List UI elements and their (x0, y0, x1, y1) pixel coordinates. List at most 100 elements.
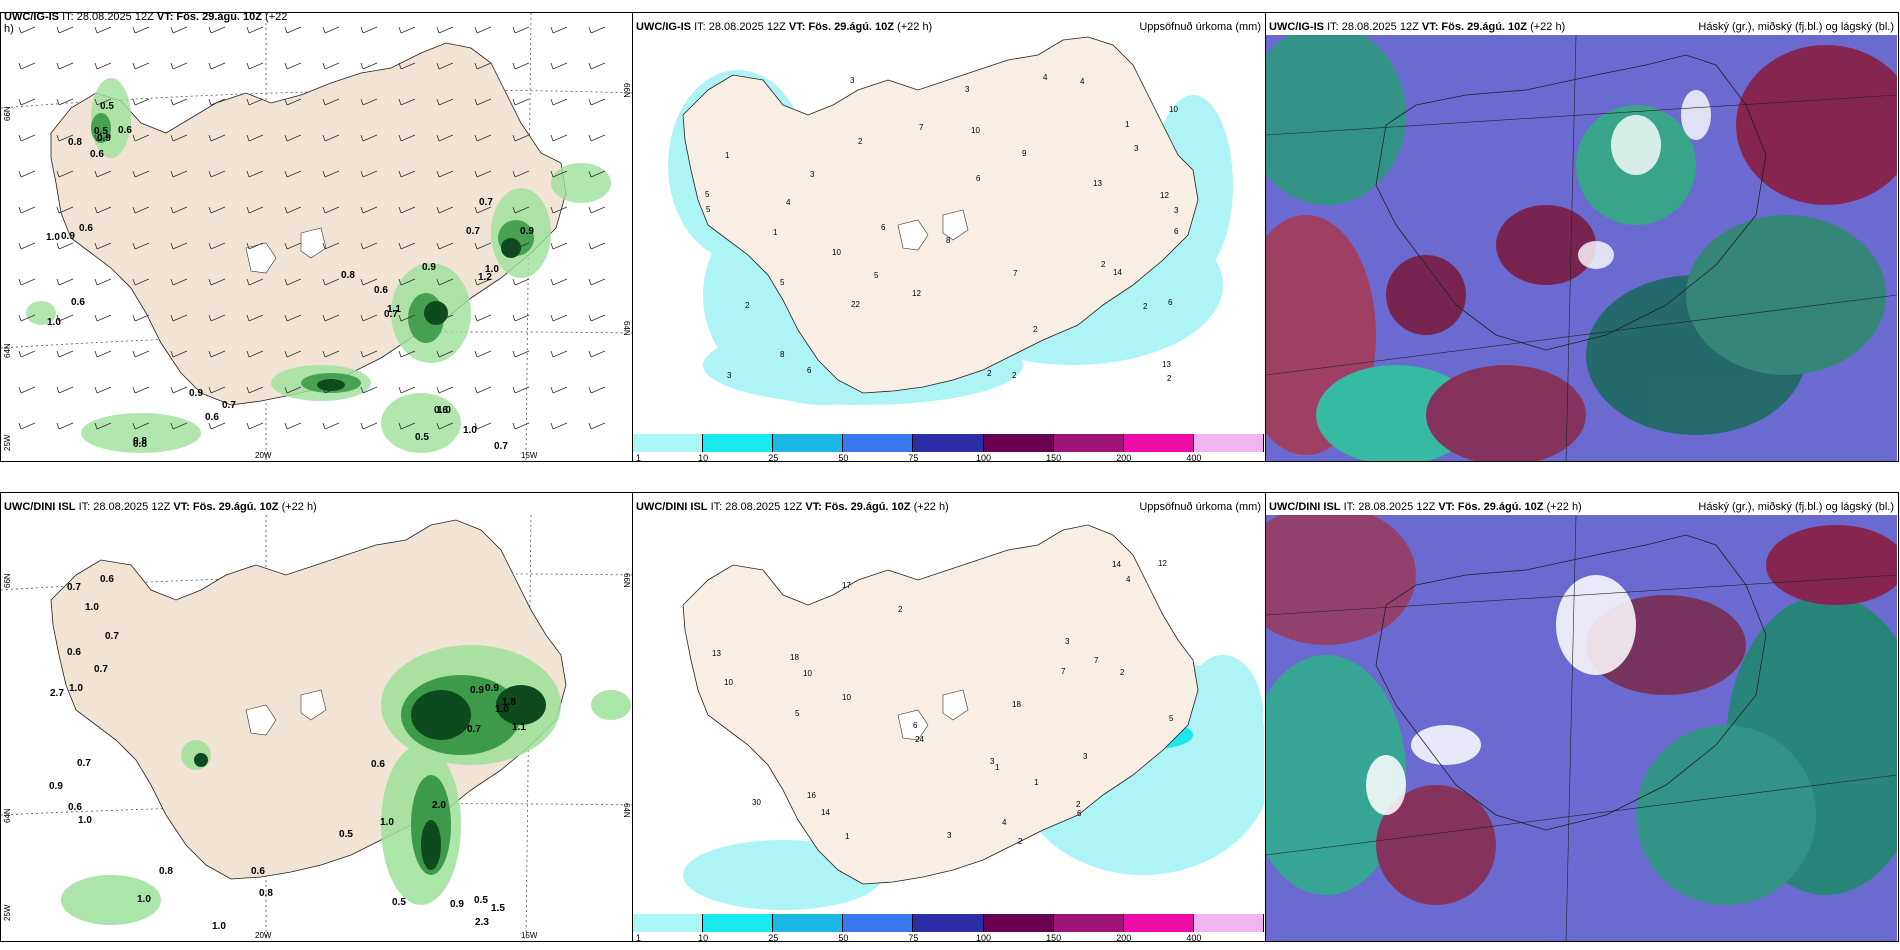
wind-barb (94, 98, 112, 106)
panel-top-right: UWC/IG-IS IT: 28.08.2025 12Z VT: Fös. 29… (1266, 12, 1899, 462)
wind-barb (56, 26, 74, 34)
wind-barb (550, 62, 568, 70)
wind-barb (360, 386, 378, 394)
precip-total-label: 3 (810, 170, 815, 179)
wind-barb (360, 134, 378, 142)
precip-total-label: 3 (727, 371, 732, 380)
precip-total-label: 3 (1083, 752, 1088, 761)
cloud-cover-map (1266, 515, 1897, 941)
precip-value-label: 1.0 (437, 405, 451, 416)
wind-barb (512, 278, 530, 286)
wind-barb (322, 278, 340, 286)
panel-header: UWC/IG-IS IT: 28.08.2025 12Z VT: Fös. 29… (1269, 21, 1566, 33)
colorbar-cell (773, 434, 844, 452)
wind-barb (246, 206, 264, 214)
wind-barb (284, 62, 302, 70)
wind-barb (284, 98, 302, 106)
wind-barb (436, 242, 454, 250)
colorbar-cell (1193, 914, 1264, 932)
precip-total-label: 1 (995, 763, 1000, 772)
precip-total-label: 2 (1101, 260, 1106, 269)
wind-barb (56, 422, 74, 430)
precip-total-label: 2 (1076, 800, 1081, 809)
wind-barb (94, 206, 112, 214)
precip-value-label: 0.6 (251, 866, 265, 877)
wind-barb (360, 206, 378, 214)
wind-barb (398, 314, 416, 322)
colorbar-cell (1123, 914, 1194, 932)
precip-value-label: 1.5 (491, 903, 505, 914)
wind-barb (18, 242, 36, 250)
wind-barb (512, 26, 530, 34)
wind-barb (550, 206, 568, 214)
wind-barb (170, 26, 188, 34)
colorbar-tick: 100 (976, 933, 992, 942)
wind-barb (436, 26, 454, 34)
lat-label: 64N (3, 343, 12, 358)
colorbar-cell (703, 434, 774, 452)
wind-barb (436, 62, 454, 70)
colorbar-tick: 10 (698, 453, 709, 462)
precip-value-label: 0.6 (79, 223, 93, 234)
precip-total-label: 12 (1158, 559, 1167, 568)
colorbar-cell (1123, 434, 1194, 452)
wind-barb (512, 170, 530, 178)
precip-total-label: 5 (706, 205, 711, 214)
precip-total-label: 4 (786, 198, 791, 207)
panel-bottom-right: UWC/DINI ISL IT: 28.08.2025 12Z VT: Fös.… (1266, 492, 1899, 942)
colorbar-cell (843, 434, 914, 452)
wind-barb (132, 62, 150, 70)
panel-header: UWC/DINI ISL IT: 28.08.2025 12Z VT: Fös.… (4, 501, 317, 513)
iceland-land (682, 36, 1199, 394)
precip-value-label: 1.0 (380, 817, 394, 828)
wind-barb (512, 134, 530, 142)
wind-barb (398, 98, 416, 106)
wind-barb (132, 422, 150, 430)
precip-value-label: 0.9 (61, 231, 75, 242)
precip-value-label: 0.9 (49, 781, 63, 792)
wind-barb (208, 26, 226, 34)
wind-barb (132, 98, 150, 106)
wind-barb (398, 386, 416, 394)
wind-barb (94, 422, 112, 430)
wind-barb (588, 98, 606, 106)
colorbar-cell (703, 914, 774, 932)
wind-barb (132, 386, 150, 394)
wind-barb (56, 98, 74, 106)
lat-label: 64N (622, 321, 631, 336)
wind-barb (132, 350, 150, 358)
wind-barb (398, 242, 416, 250)
panel-header: UWC/DINI ISL IT: 28.08.2025 12Z VT: Fös.… (1269, 501, 1582, 513)
precip-value-label: 0.8 (259, 888, 273, 899)
wind-barb (170, 62, 188, 70)
colorbar-cell (773, 914, 844, 932)
precip-total-label: 4 (1080, 77, 1085, 86)
wind-barb (550, 98, 568, 106)
wind-barb (170, 422, 188, 430)
wind-barb (18, 62, 36, 70)
wind-barb (512, 62, 530, 70)
precip-value-label: 0.9 (485, 683, 499, 694)
colorbar-tick: 150 (1046, 453, 1062, 462)
precip-total-label: 3 (1134, 144, 1139, 153)
lon-label: 20W (255, 451, 272, 460)
precip-total-label: 2 (1167, 374, 1172, 383)
wind-barb (246, 422, 264, 430)
wind-barb (132, 26, 150, 34)
wind-barb (132, 206, 150, 214)
precip-value-label: 0.5 (474, 895, 488, 906)
wind-barb (56, 170, 74, 178)
precip-total-label: 2 (1012, 371, 1017, 380)
precip-total-label: 6 (1077, 809, 1082, 818)
precip-total-label: 6 (976, 174, 981, 183)
colorbar-cell (1193, 434, 1264, 452)
colorbar-tick: 25 (768, 453, 779, 462)
precip-total-label: 5 (874, 271, 879, 280)
wind-barb (94, 134, 112, 142)
wind-barb (436, 206, 454, 214)
lat-label: 66N (3, 106, 12, 121)
colorbar-tick: 150 (1046, 933, 1062, 942)
wind-barb (208, 206, 226, 214)
lat-label: 66N (622, 573, 631, 588)
precip-value-label: 0.8 (133, 439, 147, 450)
